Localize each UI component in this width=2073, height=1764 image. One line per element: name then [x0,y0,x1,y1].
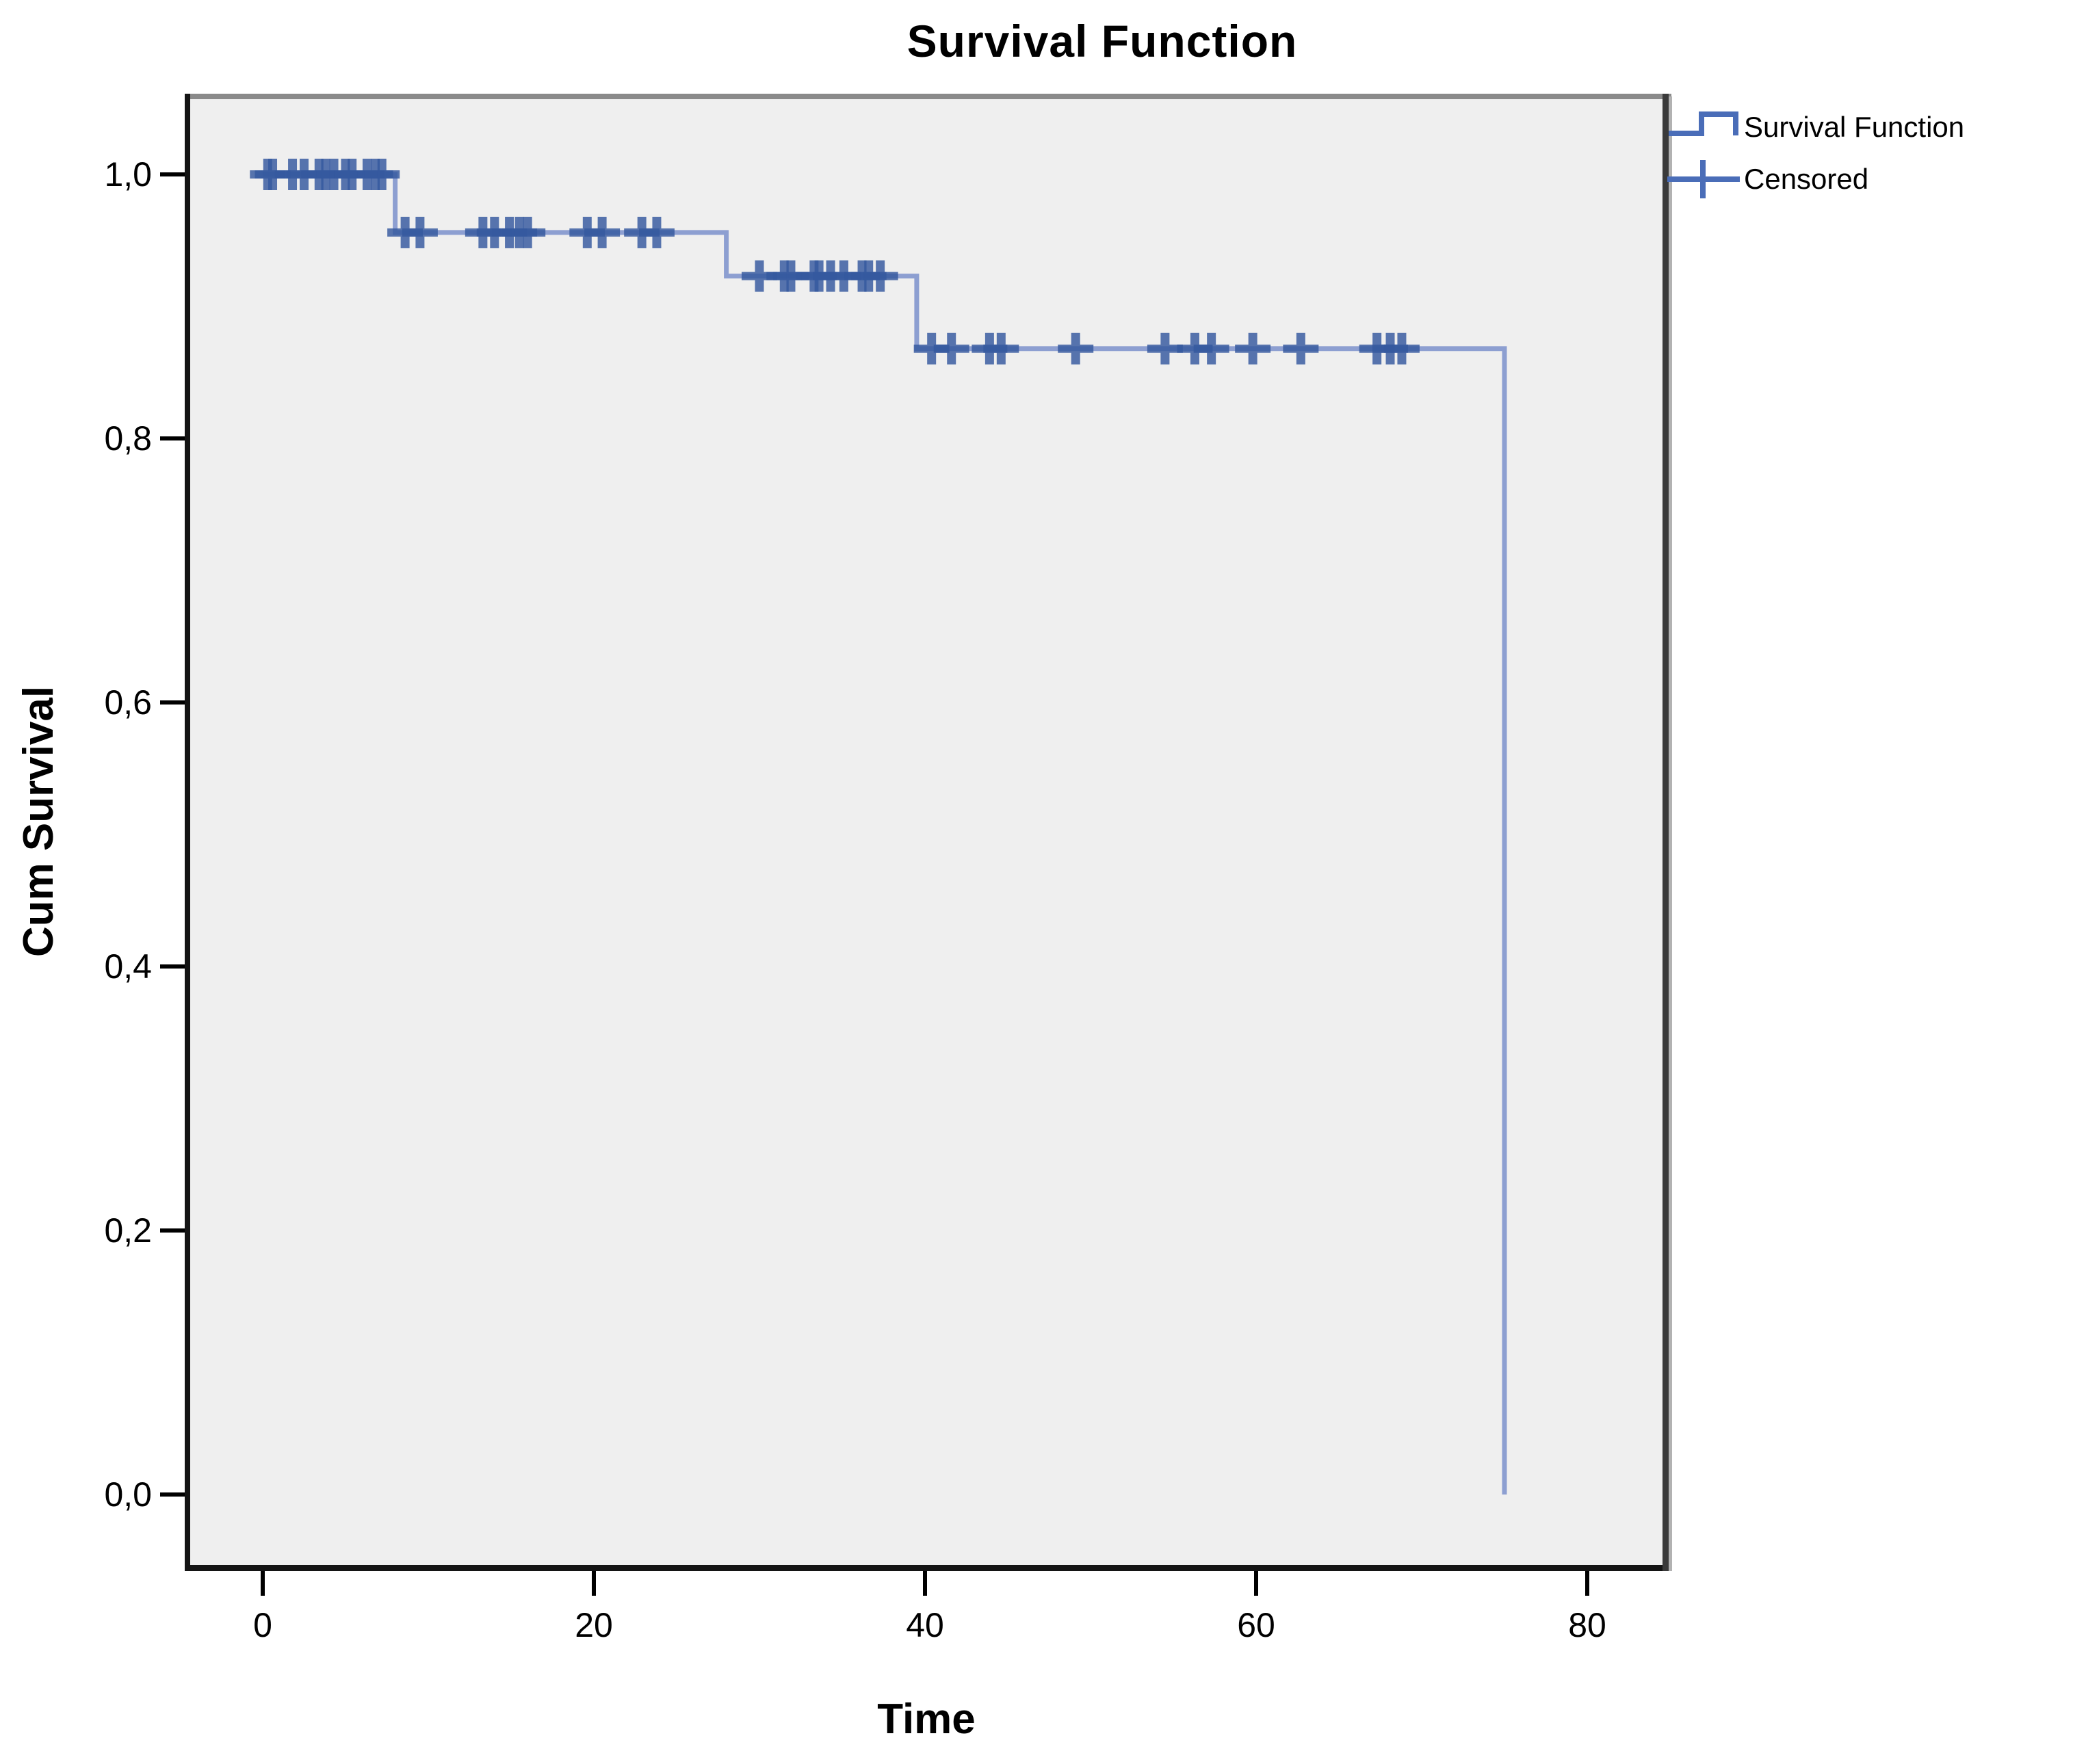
censored-mark-vbar [786,260,796,292]
frame-right [1663,94,1669,1571]
frame-bottom [185,1565,1671,1571]
censored-mark-vbar [1160,332,1170,365]
censored-plus-mark [510,216,546,248]
censored-plus-mark [983,332,1019,365]
censored-plus-mark [862,260,898,292]
x-tick-label: 0 [253,1606,272,1644]
y-tick-label: 0,0 [104,1475,152,1514]
censored-mark-vbar [1248,332,1257,365]
censored-plus-mark [1058,332,1094,365]
x-tick-label: 60 [1237,1606,1275,1644]
censored-plus-mark [402,216,438,248]
legend-censored-plus-icon [1667,160,1740,198]
censored-mark-vbar [755,260,764,292]
y-tick-label: 1,0 [104,155,152,194]
censored-mark-vbar [927,332,937,365]
censored-mark-vbar [1397,332,1407,365]
chart-title: Survival Function [907,16,1298,66]
censored-plus-mark [364,159,400,190]
x-tick-label: 40 [906,1606,944,1644]
censored-mark-vbar [268,159,278,190]
legend-label-survival-function: Survival Function [1744,111,1965,143]
y-tick-label: 0,8 [104,419,152,458]
censored-mark-vbar [652,216,662,248]
frame-right-shadow [1669,96,1672,1571]
censored-plus-mark [1283,332,1319,365]
y-tick-label: 0,6 [104,683,152,722]
y-tick-label: 0,2 [104,1211,152,1250]
censored-mark-vbar [947,332,956,365]
censored-mark-vbar [1296,332,1305,365]
legend-item-censored: Censored [1667,153,1964,205]
censored-plus-mark [1193,332,1229,365]
censored-marks [250,159,1420,365]
censored-mark-vbar [839,260,848,292]
censored-mark-vbar [996,332,1006,365]
censored-plus-mark [584,216,621,248]
x-tick-label: 80 [1568,1606,1606,1644]
frame-left [185,94,190,1571]
x-axis-ticks: 0 20 40 60 80 [253,1571,1606,1644]
plot-frame [185,94,1672,1571]
y-axis-title: Cum Survival [15,685,62,958]
y-tick-label: 0,4 [104,947,152,986]
censored-mark-vbar [1207,332,1216,365]
x-tick-label: 20 [575,1606,613,1644]
legend-step-line-icon [1669,111,1738,136]
censored-plus-mark [933,332,969,365]
censored-plus-mark [1147,332,1183,365]
legend: Survival Function Censored [1667,101,1964,205]
censored-plus-mark [638,216,675,248]
censored-mark-vbar [1071,332,1080,365]
censored-mark-vbar [415,216,425,248]
censored-mark-vbar [523,216,532,248]
legend-item-survival-function: Survival Function [1667,101,1964,153]
censored-mark-vbar [876,260,885,292]
frame-top [185,94,1671,99]
censored-mark-vbar [377,159,387,190]
x-axis-title: Time [877,1696,976,1743]
censored-plus-mark [1235,332,1271,365]
censored-mark-vbar [597,216,607,248]
censored-plus-mark [1383,332,1420,365]
y-axis-ticks: 1,0 0,8 0,6 0,4 0,2 0,0 [104,155,185,1514]
plot-area-background [190,99,1663,1565]
legend-label-censored: Censored [1744,163,1869,195]
